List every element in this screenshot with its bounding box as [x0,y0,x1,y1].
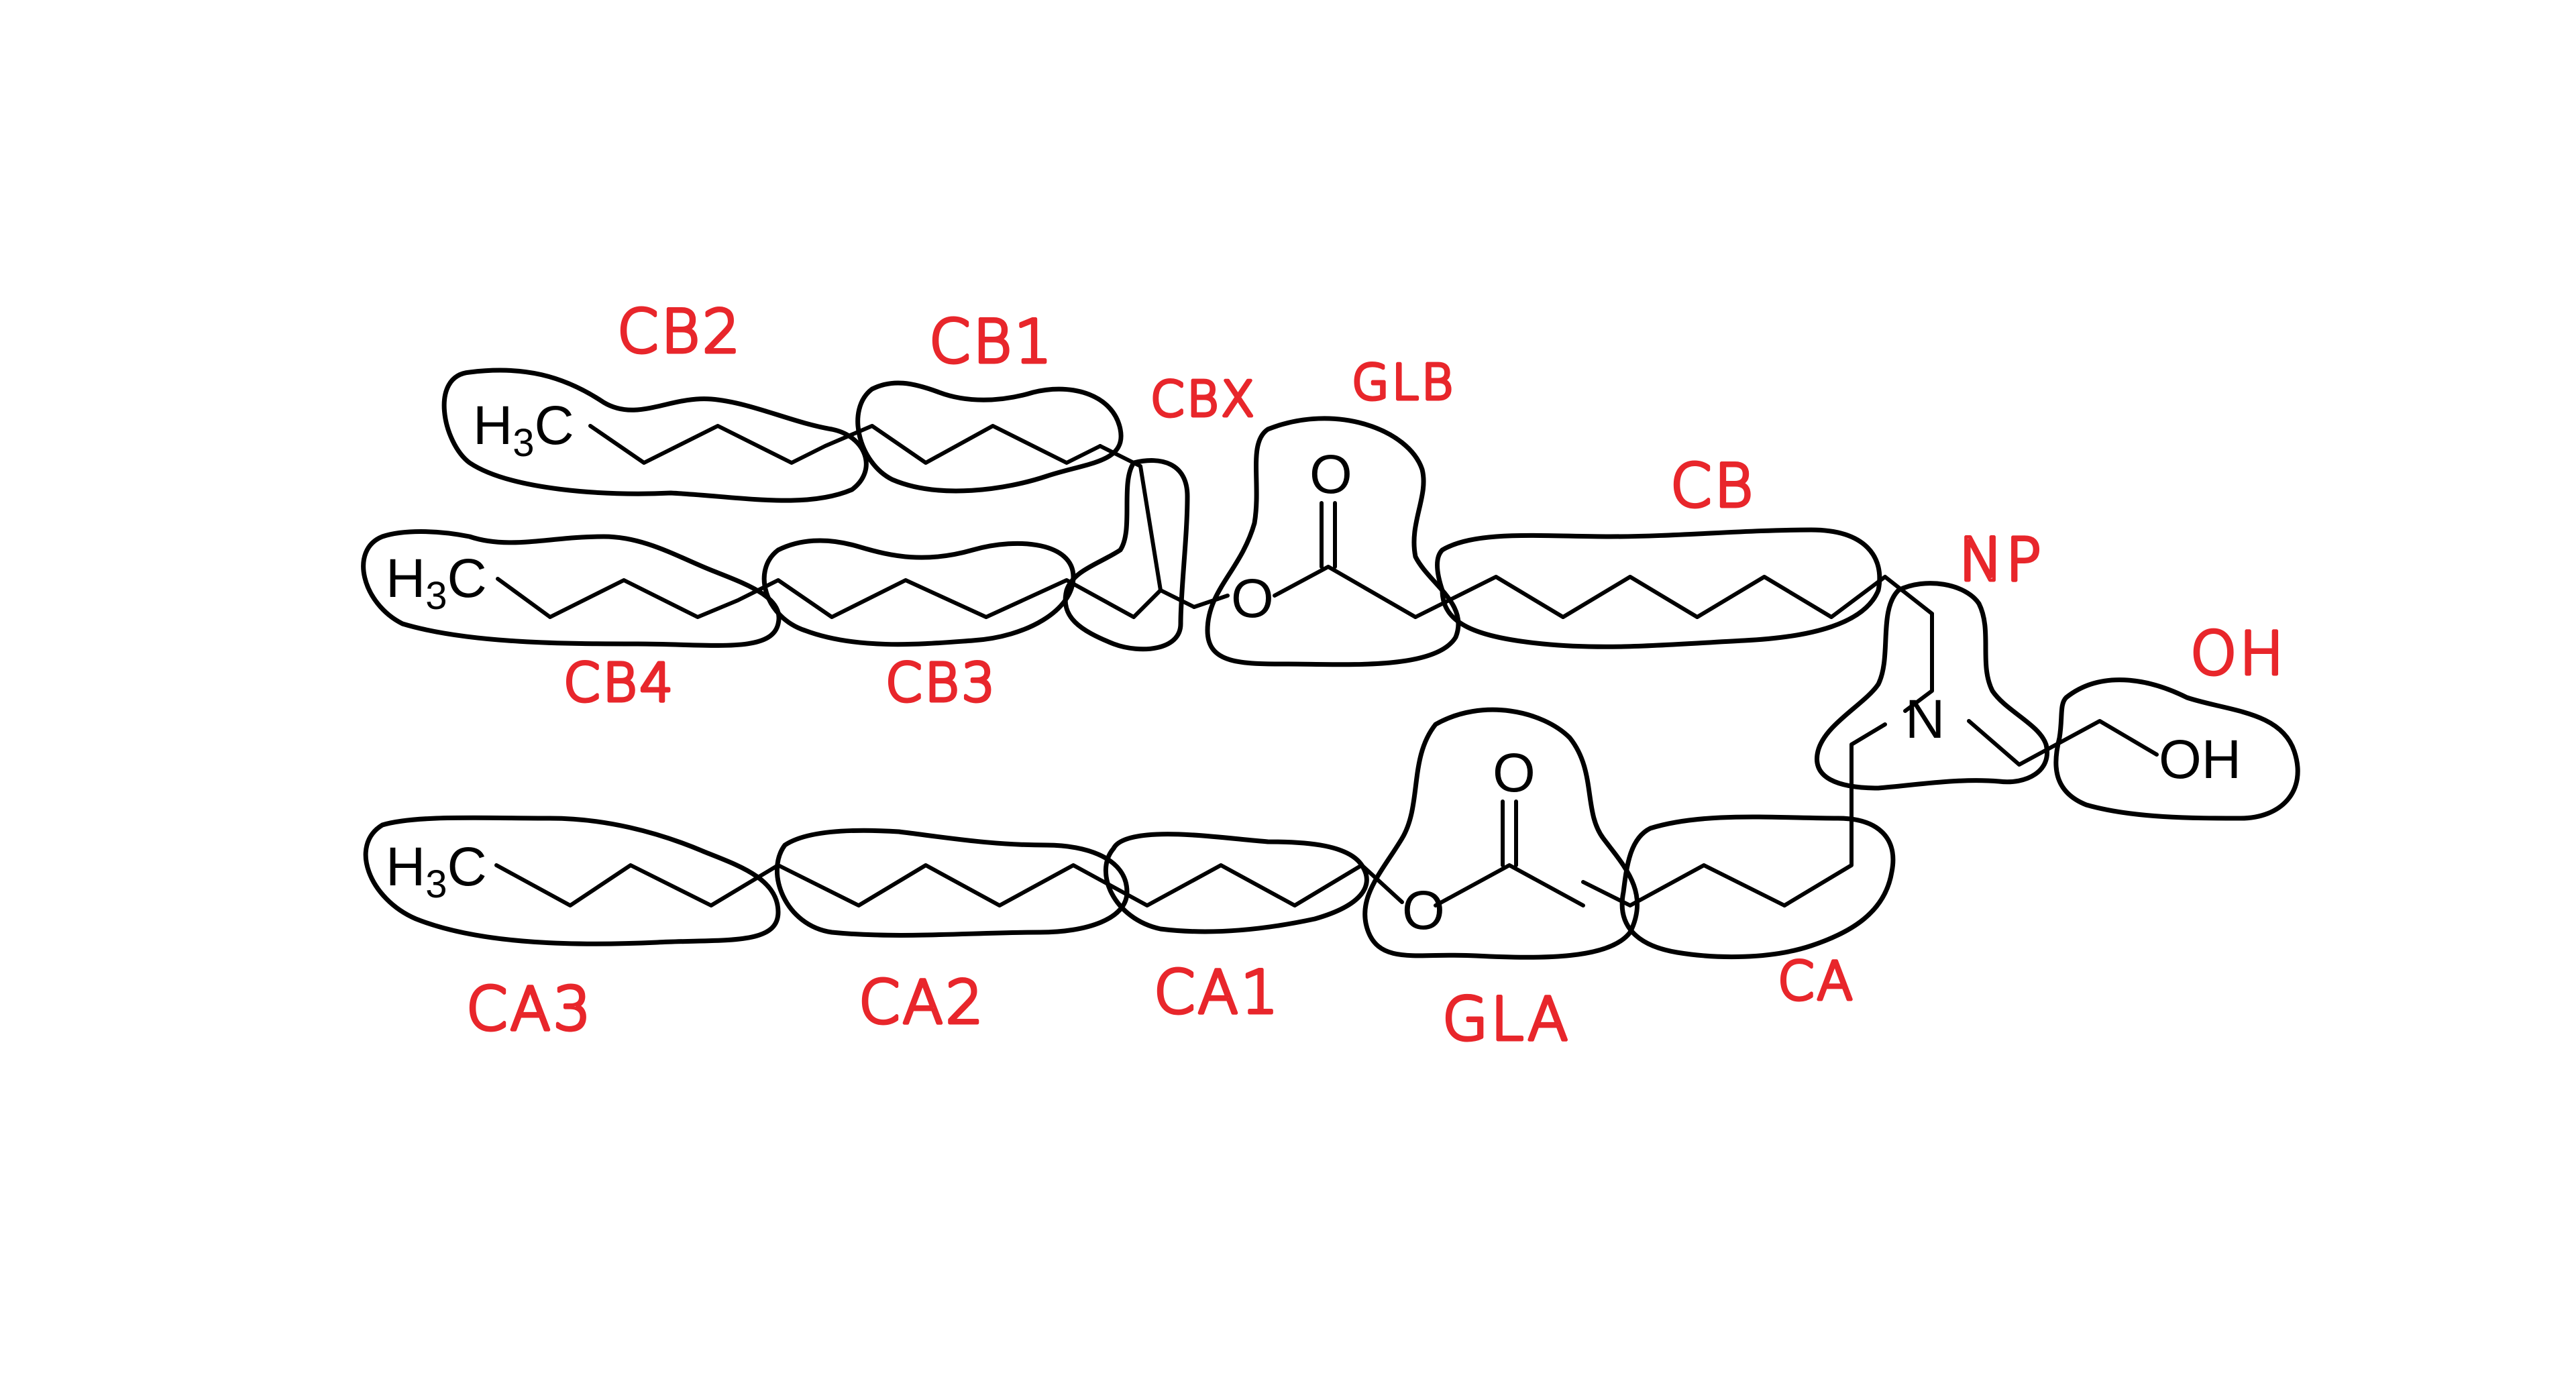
atom-labels: H3C H3C H3C O O O O N OH [386,395,2241,941]
label-cb3: CB3 [885,653,998,714]
outline-ca1 [1104,832,1369,934]
np-upper-bond [1903,612,1934,713]
carbonyl-o-gla: O [1493,742,1536,804]
label-cb1: CB1 [929,307,1055,376]
chain-cbx-bonds [1098,444,1196,609]
outline-gla [1362,707,1640,960]
label-cb2: CB2 [617,297,743,366]
methyl-label-cb4: H3C [386,548,487,618]
ester-o-gla: O [1402,880,1445,941]
group-outlines [361,368,2300,960]
group-labels: CB2 CB1 CBX GLB CB NP OH CB4 CB3 CA3 CA2… [465,296,2286,1056]
chain-cb-bonds [1413,575,1934,619]
label-gla: GLA [1442,985,1570,1054]
ester-gla-alkoxy-bonds [1360,863,1404,904]
outline-cb2 [441,368,869,503]
nitrogen-atom: N [1905,689,1945,750]
label-cbx: CBX [1150,371,1257,427]
outline-cb [1435,527,1882,649]
chain-ca1-ca2-ca3-bonds [494,863,1364,907]
label-np: NP [1959,525,2044,594]
methyl-label-ca3: H3C [386,836,487,906]
outline-cb3 [761,538,1076,647]
label-glb: GLB [1352,354,1456,410]
label-ca1: CA1 [1154,958,1281,1027]
label-ca3: CA3 [466,975,594,1044]
outline-glb [1205,416,1461,667]
outline-np [1815,581,2049,791]
ester-gla-acyl-bonds [1434,863,1585,907]
outline-cb1 [855,380,1124,494]
label-ca: CA [1778,952,1856,1012]
label-cb: CB [1670,451,1756,520]
outline-oh [2053,677,2300,821]
chain-cb4-cb3-bonds [496,577,1163,619]
label-ca2: CA2 [859,968,986,1037]
label-cb4: CB4 [564,653,676,714]
hydroxyl-atom: OH [2159,729,2241,790]
outline-ca [1619,814,1896,960]
carbonyl-o-glb: O [1309,444,1352,505]
outline-ca2 [774,828,1130,938]
ester-glb-acyl-bonds [1273,565,1417,619]
bond-skeleton [494,424,2159,907]
methyl-label-cb2: H3C [473,395,574,465]
ester-o-glb: O [1231,568,1274,629]
np-lower-bond [1782,722,1887,907]
chain-ca-bonds [1581,863,1786,907]
outline-cbx [1063,458,1190,652]
ester-glb-bonds [1192,594,1230,609]
outline-ca3 [363,815,781,946]
label-oh: OH [2190,619,2286,688]
